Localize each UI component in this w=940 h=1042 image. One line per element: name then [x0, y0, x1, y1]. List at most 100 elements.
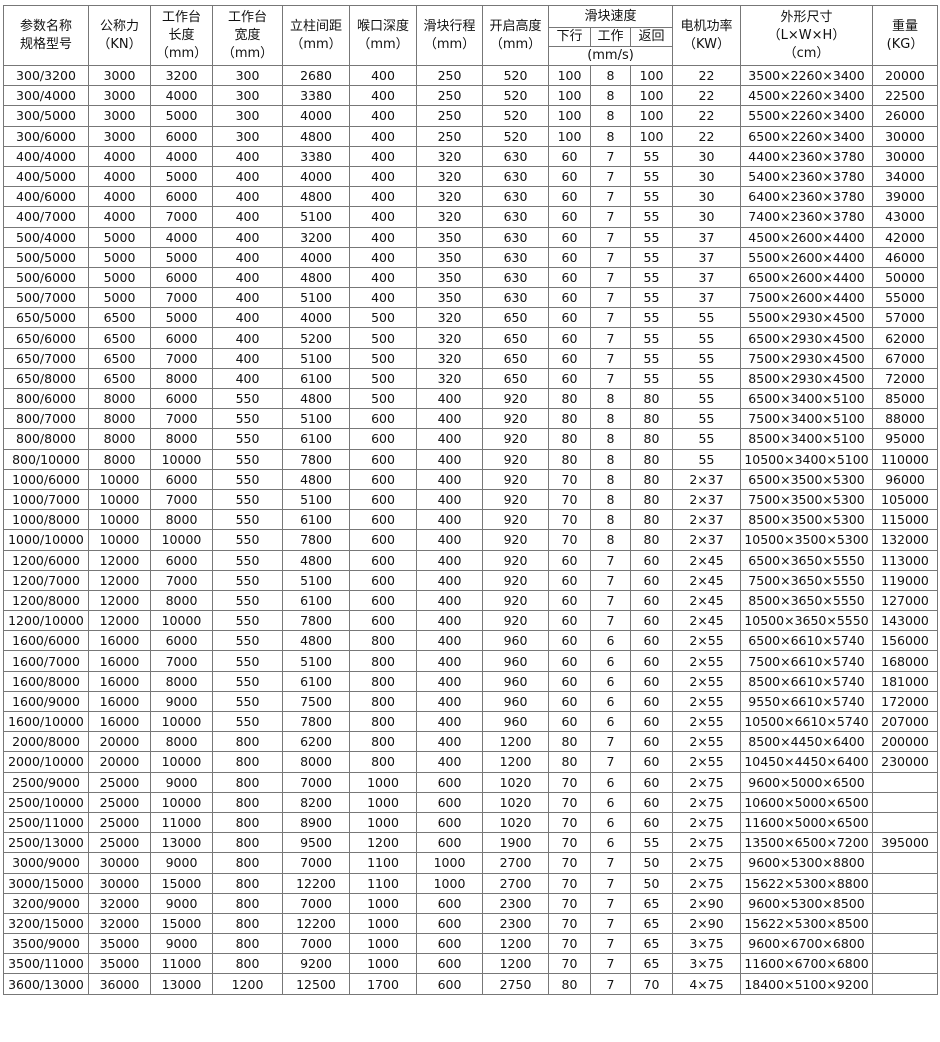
table-cell: 36000 — [88, 973, 151, 995]
table-cell: 6100 — [282, 589, 350, 612]
table-cell: 1020 — [482, 791, 549, 813]
table-row: 400/6000 4000 6000 400 4800 400 320 630 60 7 55 30 6… — [3, 186, 938, 208]
table-row: 1600/9000 16000 9000 550 7500 800 400 960 60 6 60 2… — [3, 690, 938, 713]
table-cell: 100 — [630, 125, 673, 147]
table-cell: 3200/15000 — [3, 912, 89, 935]
table-cell: 181000 — [872, 670, 938, 692]
table-cell: 5500×2930×4500 — [740, 307, 873, 329]
table-cell: 96000 — [872, 468, 938, 490]
table-row: 800/7000 8000 7000 550 5100 600 400 920 80 8 80 55 7… — [3, 408, 938, 430]
table-cell: 10500×3400×5100 — [740, 448, 873, 470]
table-cell: 168000 — [872, 650, 938, 672]
header-text: （L×W×H） — [767, 27, 846, 43]
table-cell: 520 — [482, 64, 549, 87]
table-cell: 12200 — [282, 872, 350, 894]
table-cell: 320 — [416, 186, 483, 208]
table-cell: 6400×2360×3780 — [740, 186, 873, 208]
table-cell: 80 — [630, 509, 673, 531]
table-row: 1200/6000 12000 6000 550 4800 600 400 920 60 7 60 2… — [3, 549, 938, 571]
table-cell: 7 — [590, 246, 631, 268]
table-cell: 800 — [212, 912, 283, 935]
table-cell: 1100 — [349, 852, 417, 874]
table-cell: 8 — [590, 85, 631, 107]
table-cell: 600 — [349, 549, 417, 571]
table-cell: 8500×3500×5300 — [740, 509, 873, 531]
table-cell: 400 — [416, 448, 483, 470]
table-cell: 3500×2260×3400 — [740, 64, 873, 87]
table-cell: 55 — [630, 327, 673, 349]
table-cell: 7800 — [282, 448, 350, 470]
table-cell: 1000/8000 — [3, 509, 89, 531]
table-cell: 5000 — [88, 266, 151, 289]
table-cell: 7 — [590, 731, 631, 753]
table-cell: 4000 — [88, 186, 151, 208]
table-cell: 6000 — [150, 387, 213, 410]
table-cell: 400 — [212, 266, 283, 289]
table-cell: 9600×5300×8500 — [740, 892, 873, 914]
table-cell: 4000 — [88, 206, 151, 228]
table-cell: 800/8000 — [3, 428, 89, 450]
header-text: （mm） — [423, 36, 476, 52]
table-cell: 6500 — [88, 327, 151, 349]
table-cell: 4000 — [282, 165, 350, 188]
header-text: （mm） — [221, 45, 274, 61]
table-cell: 55 — [672, 387, 741, 410]
table-cell: 100 — [548, 125, 591, 147]
table-cell: 400 — [349, 287, 417, 309]
table-cell: 7 — [590, 872, 631, 894]
header-text: （KW） — [683, 36, 730, 52]
table-row: 3500/9000 35000 9000 800 7000 1000 600 1200 70 7 6… — [3, 933, 938, 955]
table-cell: 920 — [482, 408, 549, 430]
table-cell: 8000 — [150, 367, 213, 390]
table-cell: 3380 — [282, 145, 350, 167]
table-row: 650/5000 6500 5000 400 4000 500 320 650 60 7 55 55 5… — [3, 307, 938, 329]
table-cell: 500/6000 — [3, 266, 89, 289]
table-cell: 37 — [672, 226, 741, 248]
table-cell: 400 — [416, 468, 483, 490]
table-cell: 110000 — [872, 448, 938, 470]
table-cell: 3200 — [150, 64, 213, 87]
table-cell: 115000 — [872, 509, 938, 531]
table-cell: 920 — [482, 529, 549, 551]
table-cell: 550 — [212, 589, 283, 612]
table-row: 2000/10000 20000 10000 800 8000 800 400 1200 80 7… — [3, 751, 938, 773]
table-cell: 16000 — [88, 650, 151, 672]
table-cell: 650 — [482, 367, 549, 390]
table-cell: 8000 — [88, 448, 151, 470]
table-cell: 6000 — [150, 186, 213, 208]
table-row: 300/4000 3000 4000 300 3380 400 250 520 100 8 100 2… — [3, 85, 938, 107]
table-cell: 22 — [672, 85, 741, 107]
table-cell: 1900 — [482, 832, 549, 854]
table-cell: 100 — [548, 105, 591, 127]
table-cell: 6 — [590, 791, 631, 813]
table-row: 400/7000 4000 7000 400 5100 400 320 630 60 7 55 30 7… — [3, 206, 938, 228]
table-cell: 400 — [416, 408, 483, 430]
table-cell: 1200/7000 — [3, 569, 89, 591]
table-cell: 6000 — [150, 266, 213, 289]
table-cell: 1200 — [482, 953, 549, 975]
table-row: 1000/10000 10000 10000 550 7800 600 400 920 70 8 8… — [3, 529, 938, 551]
table-cell: 70 — [548, 529, 591, 551]
table-cell: 5000 — [88, 226, 151, 248]
table-row: 3000/15000 30000 15000 800 12200 1100 1000 2700… — [3, 872, 938, 894]
table-cell: 350 — [416, 266, 483, 289]
table-cell: 500 — [349, 367, 417, 390]
table-cell: 650/6000 — [3, 327, 89, 349]
table-cell: 630 — [482, 145, 549, 167]
table-cell: 3500/11000 — [3, 953, 89, 975]
table-cell: 88000 — [872, 408, 938, 430]
table-cell: 2×37 — [672, 529, 741, 551]
table-cell: 2000/10000 — [3, 751, 89, 773]
table-cell: 8 — [590, 64, 631, 87]
table-cell: 22 — [672, 64, 741, 87]
table-cell: 2×37 — [672, 509, 741, 531]
table-cell: 500 — [349, 307, 417, 329]
table-cell: 920 — [482, 589, 549, 612]
table-cell: 8 — [590, 428, 631, 450]
table-cell: 2×75 — [672, 771, 741, 793]
table-cell: 60 — [548, 246, 591, 268]
table-cell: 8 — [590, 468, 631, 490]
table-cell: 800 — [212, 832, 283, 854]
table-cell: 800 — [349, 670, 417, 692]
table-cell: 8000 — [150, 428, 213, 450]
